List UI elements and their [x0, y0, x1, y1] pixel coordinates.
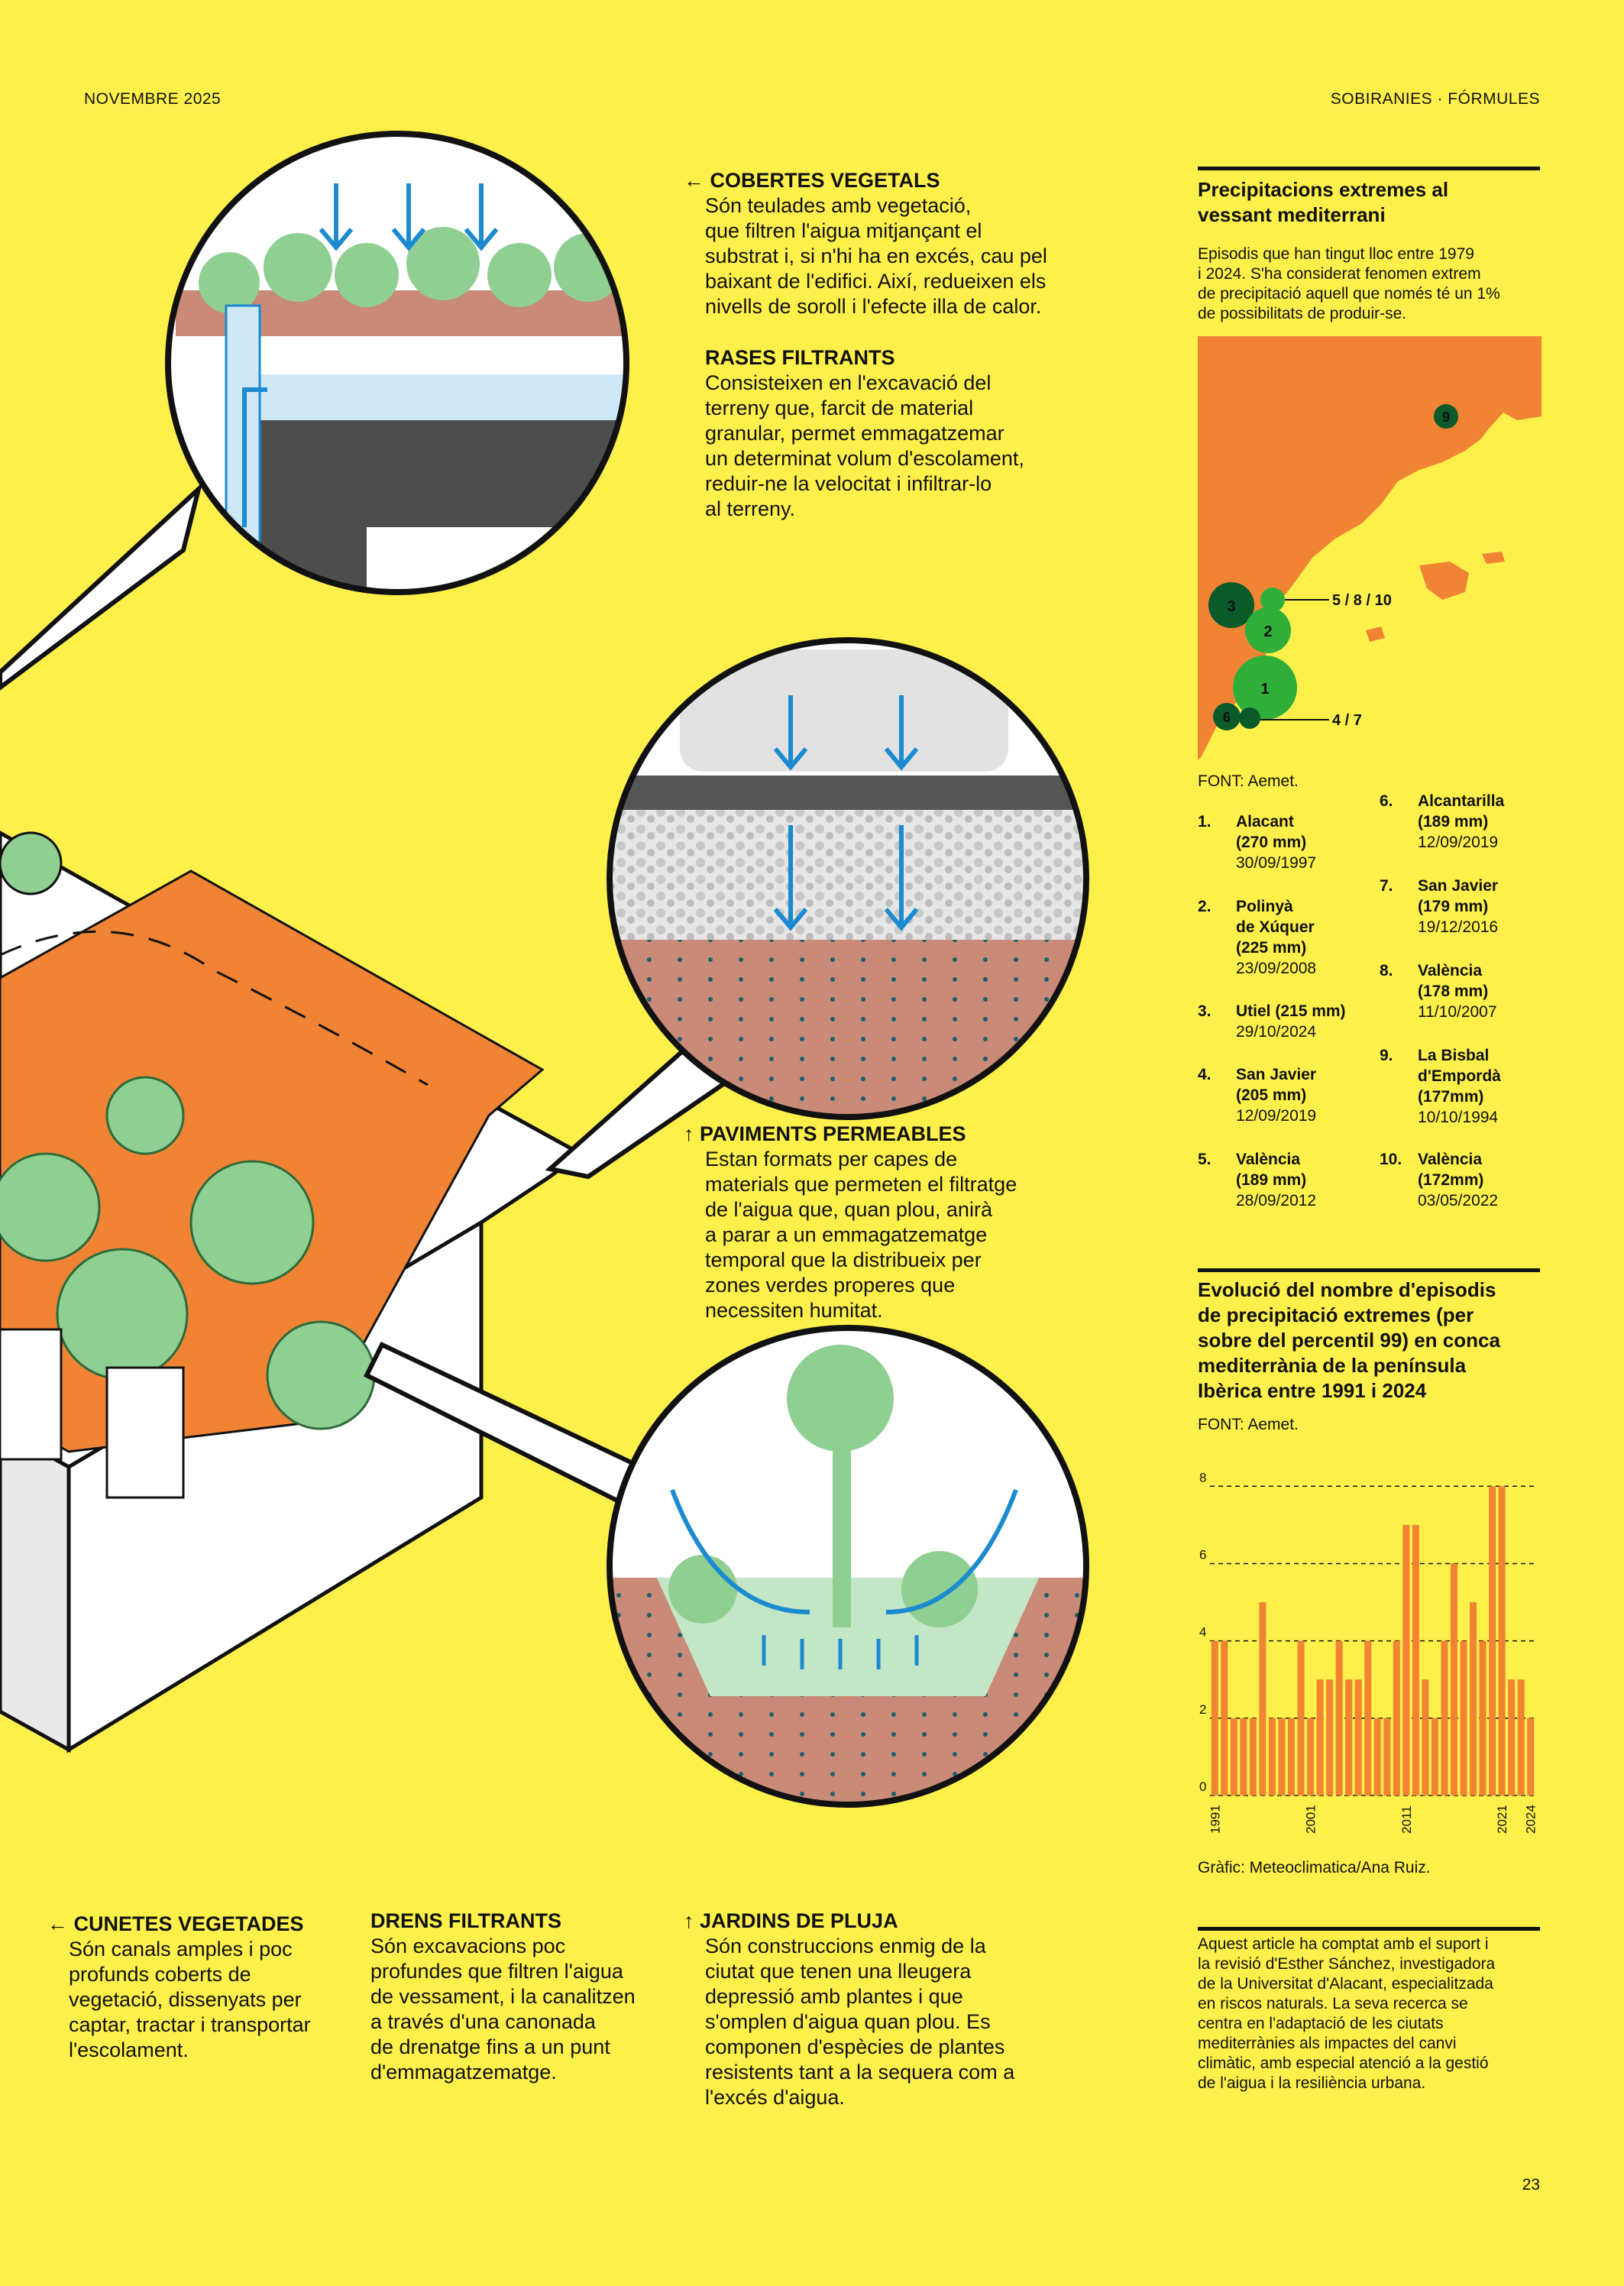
- arrow-up-icon: ↑: [684, 1909, 694, 1932]
- map-title: Precipitacions extremes al vessant medite…: [1198, 178, 1449, 226]
- section-title: ↑ PAVIMENTS PERMEABLES: [684, 1122, 966, 1145]
- bar-1993: [1230, 1718, 1237, 1795]
- x-tick-label: 2021: [1495, 1805, 1509, 1834]
- section-title: RASES FILTRANTS: [705, 346, 895, 369]
- chart-source: FONT: Aemet.: [1198, 1416, 1299, 1433]
- map-label-2: 2: [1263, 623, 1272, 640]
- bar-1994: [1240, 1718, 1247, 1795]
- footnote: Aquest article ha comptat amb el suport …: [1198, 1935, 1496, 2092]
- bar-2014: [1431, 1718, 1438, 1795]
- page-number: 23: [1522, 2176, 1540, 2194]
- map-label-9: 9: [1442, 410, 1450, 425]
- map-menorca: [1482, 552, 1505, 564]
- bar-2006: [1354, 1679, 1362, 1795]
- map-label-1: 1: [1260, 681, 1269, 698]
- bar-2008: [1373, 1718, 1381, 1795]
- map-coastline: [1198, 336, 1542, 760]
- y-tick-label: 4: [1199, 1625, 1206, 1640]
- x-tick-label: 2011: [1399, 1805, 1414, 1834]
- section-jardins: ↑ JARDINS DE PLUJA Són construccions enm…: [684, 1909, 1081, 2110]
- map-description: Episodis que han tingut lloc entre 1979 i…: [1198, 245, 1500, 322]
- section-name: SOBIRANIES · FÓRMULES: [1330, 90, 1540, 108]
- map-mallorca: [1419, 562, 1469, 600]
- section-cunetes: ← CUNETES VEGETADES Són canals amples i …: [47, 1912, 368, 2063]
- urban-drainage-illustration: [0, 131, 1089, 1808]
- ranking-list: 1. Alacant (270 mm) 30/09/1997 2. Polinyà de …: [1198, 792, 1505, 1209]
- y-tick-label: 0: [1199, 1779, 1206, 1794]
- bar-2011: [1402, 1524, 1410, 1795]
- section-title: DRENS FILTRANTS: [370, 1909, 561, 1932]
- bar-2012: [1412, 1524, 1419, 1795]
- bar-2002: [1316, 1679, 1324, 1795]
- extreme-episodes-bar-chart: 0 2 4 6 8 1991 2001 2011 2021 2024: [1199, 1470, 1538, 1834]
- bar-2001: [1307, 1718, 1315, 1795]
- bar-2013: [1422, 1679, 1429, 1795]
- bar-1999: [1287, 1718, 1296, 1795]
- section-rases: RASES FILTRANTS Consisteixen en l'excava…: [705, 345, 1133, 522]
- map-source: FONT: Aemet.: [1198, 772, 1299, 790]
- bar-2019: [1479, 1640, 1487, 1795]
- bar-2003: [1326, 1679, 1334, 1795]
- precipitation-map: 9 3 2 1 6 5 / 8 / 10 4 / 7: [1198, 336, 1542, 760]
- chart-title: Evolució del nombre d'episodis de precipi…: [1198, 1278, 1500, 1402]
- sidebar-rule: [1198, 167, 1540, 170]
- bubble-5-8-10: [1260, 588, 1285, 612]
- section-title: ← COBERTES VEGETALS: [684, 169, 940, 192]
- issue-date: NOVEMBRE 2025: [84, 90, 222, 108]
- bar-2000: [1297, 1640, 1305, 1795]
- bar-1992: [1221, 1640, 1228, 1795]
- bar-2018: [1470, 1602, 1477, 1795]
- x-tick-label: 2001: [1304, 1805, 1318, 1834]
- chart-rule: [1198, 1268, 1540, 1272]
- y-tick-label: 6: [1199, 1547, 1206, 1562]
- bar-1996: [1259, 1602, 1267, 1795]
- bubble-6: [1213, 703, 1241, 730]
- bar-2004: [1335, 1640, 1343, 1795]
- bar-1997: [1268, 1718, 1276, 1795]
- bar-2010: [1393, 1640, 1400, 1795]
- chart-credit: Gràfic: Meteoclimatica/Ana Ruiz.: [1198, 1859, 1431, 1876]
- bar-2021: [1498, 1486, 1506, 1795]
- bar-1995: [1249, 1718, 1257, 1795]
- bar-2023: [1517, 1679, 1525, 1795]
- bubble-3: [1208, 582, 1254, 628]
- bar-2024: [1527, 1718, 1535, 1795]
- bar-2009: [1383, 1718, 1391, 1795]
- bar-2016: [1450, 1563, 1458, 1795]
- bar-2007: [1364, 1640, 1372, 1795]
- footnote-rule: [1198, 1927, 1540, 1931]
- map-label-5-8-10: 5 / 8 / 10: [1332, 592, 1392, 609]
- section-cobertes: ← COBERTES VEGETALS Són teulades amb veg…: [684, 168, 1111, 319]
- map-label-6: 6: [1223, 710, 1231, 725]
- y-tick-label: 2: [1199, 1702, 1206, 1717]
- bar-2020: [1489, 1486, 1496, 1795]
- bar-1991: [1211, 1640, 1218, 1795]
- x-tick-label: 2024: [1524, 1805, 1538, 1834]
- bar-2015: [1441, 1640, 1448, 1795]
- x-tick-label: 1991: [1208, 1805, 1222, 1834]
- arrow-left-icon: ←: [47, 1912, 68, 1935]
- arrow-up-icon: ↑: [684, 1122, 694, 1145]
- bar-1998: [1278, 1718, 1286, 1795]
- bubble-1: [1233, 656, 1297, 720]
- map-label-3: 3: [1227, 598, 1235, 615]
- bubble-2: [1245, 607, 1291, 653]
- bubble-9: [1434, 404, 1458, 429]
- section-paviments: ↑ PAVIMENTS PERMEABLES Estan formats per…: [684, 1122, 1111, 1323]
- section-drens: DRENS FILTRANTS Són excavacions poc profu…: [370, 1909, 676, 2085]
- bar-2005: [1345, 1679, 1353, 1795]
- bar-2022: [1508, 1679, 1516, 1795]
- y-tick-label: 8: [1199, 1470, 1206, 1485]
- bar-2017: [1460, 1640, 1467, 1795]
- map-label-4-7: 4 / 7: [1332, 712, 1362, 729]
- bubble-4-7: [1239, 707, 1260, 729]
- section-title: ↑ JARDINS DE PLUJA: [684, 1909, 898, 1932]
- map-ibiza: [1366, 627, 1385, 642]
- street-block: [0, 831, 584, 1753]
- arrow-left-icon: ←: [684, 169, 704, 192]
- section-title: ← CUNETES VEGETADES: [47, 1912, 304, 1935]
